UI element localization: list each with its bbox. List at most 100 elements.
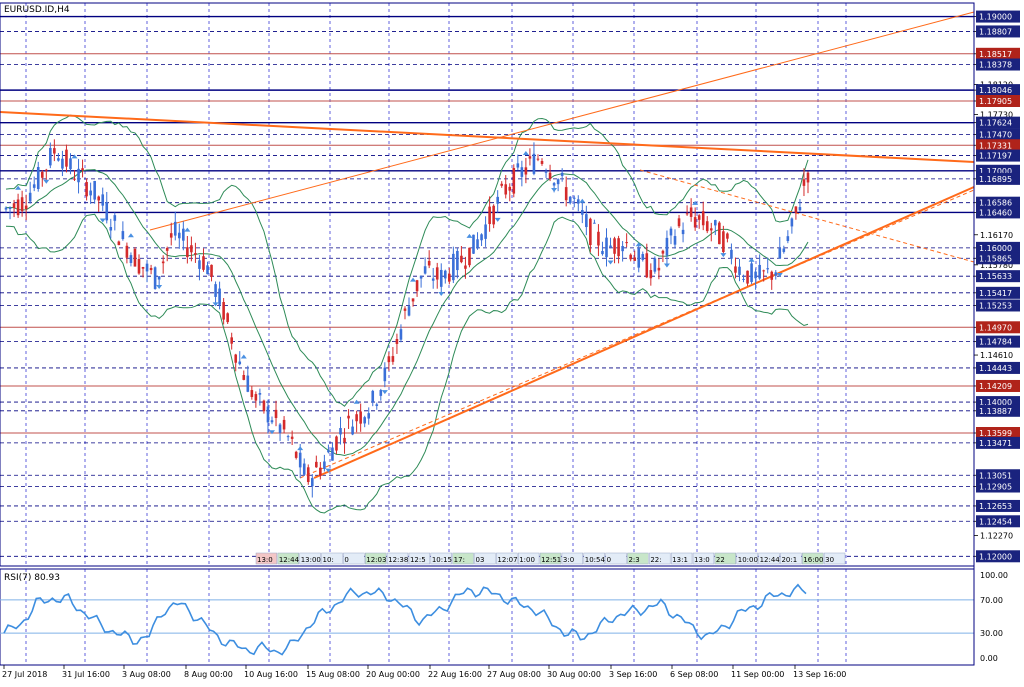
time-tick-label: 13 Sep 16:00 bbox=[793, 670, 846, 679]
candle-body bbox=[504, 184, 508, 195]
trend-resistance bbox=[0, 111, 975, 163]
candle-body bbox=[806, 172, 810, 183]
time-marker-label: 12:44 bbox=[279, 556, 300, 564]
candle-body bbox=[327, 450, 330, 453]
candle-body bbox=[609, 245, 612, 248]
fractal-arrow bbox=[466, 233, 473, 238]
candle-body bbox=[65, 149, 68, 167]
time-marker-label: 03 bbox=[476, 556, 485, 564]
time-marker-box bbox=[627, 552, 649, 565]
candle-body bbox=[722, 231, 725, 252]
price-tag bbox=[976, 436, 1020, 449]
time-tick-label: 6 Sep 08:00 bbox=[670, 670, 718, 679]
candle-body bbox=[222, 302, 225, 320]
time-axis: 27 Jul 2018 31 Jul 16:00 3 Aug 08:00 8 Aug … bbox=[2, 665, 846, 679]
candle-body bbox=[528, 156, 532, 159]
time-marker-label: 3:0 bbox=[563, 556, 574, 564]
candle-body bbox=[375, 404, 379, 407]
candle-body bbox=[395, 338, 399, 344]
candle-body bbox=[778, 248, 782, 259]
candle-body bbox=[383, 367, 387, 382]
fractal-arrow bbox=[692, 200, 699, 205]
time-marker-box bbox=[539, 552, 562, 565]
time-tick-label: 11 Sep 00:00 bbox=[731, 670, 784, 679]
candle-body bbox=[387, 356, 391, 363]
time-marker-box bbox=[299, 552, 321, 565]
candle-body bbox=[484, 224, 487, 239]
price-tag bbox=[976, 172, 1020, 185]
price-tag-label: 1.16000 bbox=[979, 244, 1012, 253]
candle-body bbox=[198, 260, 201, 269]
time-tick-label: 30 Aug 00:00 bbox=[547, 670, 601, 679]
price-tag-label: 1.18517 bbox=[979, 50, 1012, 59]
time-marker-box bbox=[321, 552, 343, 565]
candle-body bbox=[625, 242, 628, 244]
candle-body bbox=[230, 337, 233, 344]
price-tag-label: 1.12905 bbox=[979, 483, 1012, 492]
time-marker-label: 13:0 bbox=[257, 556, 273, 564]
candle-body bbox=[512, 168, 516, 194]
price-tag-label: 1.14443 bbox=[979, 364, 1012, 373]
price-tag-label: 1.15253 bbox=[979, 301, 1012, 310]
candle-body bbox=[564, 187, 568, 201]
fractal-arrow bbox=[99, 218, 106, 223]
time-marker-box bbox=[343, 552, 365, 565]
time-marker-box bbox=[277, 552, 299, 565]
band-middle bbox=[5, 169, 809, 457]
candle-body bbox=[186, 247, 189, 258]
candle-body bbox=[653, 258, 657, 272]
price-tag bbox=[976, 550, 1020, 563]
candle-body bbox=[145, 263, 149, 272]
price-tag bbox=[976, 480, 1020, 493]
trend-upper-channel bbox=[149, 11, 975, 231]
candle-body bbox=[516, 163, 520, 168]
candle-body bbox=[4, 207, 8, 210]
candle-body bbox=[363, 417, 366, 424]
candle-body bbox=[206, 265, 209, 275]
candle-body bbox=[605, 237, 608, 258]
candle-body bbox=[613, 238, 616, 254]
candle-body bbox=[705, 221, 709, 232]
time-marker-label: 12:44 bbox=[760, 556, 781, 564]
fractal-arrow bbox=[438, 291, 445, 296]
candle-body bbox=[500, 183, 504, 186]
fractal-arrow bbox=[127, 233, 134, 238]
time-marker-label: 12:07 bbox=[497, 556, 517, 564]
time-tick-label: 8 Aug 00:00 bbox=[184, 670, 233, 679]
symbol-label: EURUSD.ID,H4 bbox=[4, 5, 70, 15]
time-marker-box bbox=[583, 552, 605, 565]
band-lower bbox=[5, 213, 809, 514]
time-tick-label: 15 Aug 08:00 bbox=[306, 670, 360, 679]
fractal-arrow bbox=[607, 260, 614, 265]
candle-body bbox=[125, 245, 129, 258]
candle-body bbox=[464, 265, 467, 269]
price-tag bbox=[976, 206, 1020, 219]
time-marker-box bbox=[758, 552, 780, 565]
price-tag bbox=[976, 196, 1020, 209]
price-tag-label: 1.14209 bbox=[979, 382, 1012, 391]
time-marker-label: 10: bbox=[323, 556, 334, 564]
candle-body bbox=[456, 250, 459, 271]
candle-body bbox=[278, 424, 282, 433]
rsi-scale-label: 100.00 bbox=[980, 571, 1008, 580]
candle-body bbox=[452, 253, 455, 281]
candle-body bbox=[319, 467, 322, 476]
candle-body bbox=[460, 255, 463, 263]
time-marker-box bbox=[452, 552, 474, 565]
fractal-arrow bbox=[663, 263, 670, 268]
candle-body bbox=[585, 214, 588, 228]
price-tag bbox=[976, 361, 1020, 374]
candle-body bbox=[290, 436, 294, 439]
time-tick-label: 27 Aug 08:00 bbox=[487, 670, 541, 679]
candle-body bbox=[439, 269, 443, 287]
fractal-arrow bbox=[297, 446, 304, 451]
rsi-pane bbox=[0, 583, 974, 656]
candle-body bbox=[161, 261, 165, 264]
time-marker-box bbox=[430, 552, 452, 565]
candle-body bbox=[770, 271, 774, 280]
candle-body bbox=[137, 259, 141, 274]
candle-body bbox=[331, 447, 334, 461]
fractal-arrow bbox=[268, 430, 275, 435]
price-tag bbox=[976, 515, 1020, 528]
fractal-arrow bbox=[748, 257, 755, 262]
